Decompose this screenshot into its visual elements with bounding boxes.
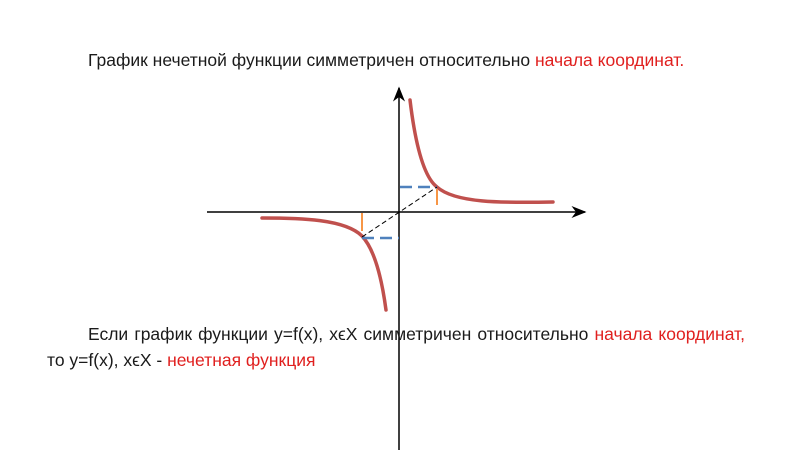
definition-text: График нечетной функции симметричен отно… bbox=[88, 50, 535, 70]
symmetry-line bbox=[361, 186, 438, 238]
curve-right-branch bbox=[408, 98, 555, 205]
rule-text-1: Если график функции y=f(x), xϵX симметри… bbox=[88, 324, 595, 344]
paragraph-rule: Если график функции y=f(x), xϵX симметри… bbox=[47, 321, 745, 373]
rule-highlight-2: нечетная функция bbox=[167, 350, 316, 370]
rule-highlight-1: начала координат, bbox=[594, 324, 745, 344]
rule-text-2: то y=f(x), xϵX - bbox=[47, 350, 168, 370]
paragraph-definition: График нечетной функции симметричен отно… bbox=[47, 47, 745, 73]
definition-highlight: начала координат. bbox=[534, 50, 685, 70]
curve-left-branch bbox=[260, 216, 388, 312]
